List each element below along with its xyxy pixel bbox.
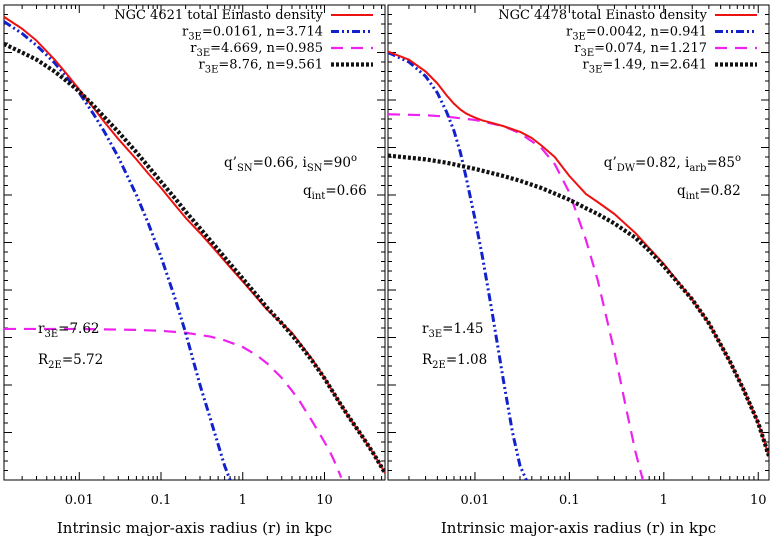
annotation-lower-left-2: R2E=5.72 — [38, 352, 103, 371]
x-tick-label: 0.01 — [65, 493, 94, 508]
annotation-lower-left-2: R2E=1.08 — [422, 352, 487, 371]
x-tick-label: 0.01 — [460, 493, 489, 508]
series-line-0 — [4, 16, 385, 474]
x-tick-label: 0.1 — [559, 493, 580, 508]
legend-entry-1: r3E=0.0042, n=0.941 — [566, 25, 707, 43]
x-axis-label: Intrinsic major-axis radius (r) in kpc — [57, 519, 332, 537]
legend-entry-2: r3E=4.669, n=0.985 — [190, 41, 323, 59]
series-line-2 — [4, 327, 343, 479]
annotation-upper-right: q’DW=0.82, iarb=85o — [604, 153, 741, 174]
x-tick-label: 1 — [660, 493, 668, 508]
series-group — [388, 50, 769, 480]
legend-entry-3: r3E=8.76, n=9.561 — [199, 58, 323, 76]
series-line-1 — [388, 51, 528, 480]
legend-entry-0: NGC 4478 total Einasto density — [498, 8, 707, 23]
series-group — [4, 16, 385, 480]
x-tick-label: 10 — [750, 493, 767, 508]
annotation-upper-right: q’SN=0.66, iSN=90o — [224, 153, 357, 174]
series-line-3 — [388, 153, 769, 457]
plot-frame — [387, 4, 770, 481]
annotation-upper-right-2: qint=0.82 — [677, 183, 741, 202]
x-tick-label: 1 — [239, 493, 247, 508]
x-tick-label: 10 — [316, 493, 333, 508]
left-panel: 0.01 0.1 1 10 Intrinsic major-axis radius (r… — [3, 4, 386, 537]
x-tick-label: 0.1 — [151, 493, 172, 508]
right-panel: 0.01 0.1 1 10 Intrinsic major-axis radius (r… — [387, 4, 770, 537]
legend-entry-0: NGC 4621 total Einasto density — [114, 8, 323, 23]
legend-entry-3: r3E=1.49, n=2.641 — [583, 58, 707, 76]
series-line-3 — [4, 42, 385, 474]
annotation-lower-left: r3E=7.62 — [38, 321, 100, 340]
annotation-upper-right-2: qint=0.66 — [303, 183, 367, 202]
legend-entry-2: r3E=0.074, n=1.217 — [574, 41, 707, 59]
annotation-lower-left: r3E=1.45 — [422, 321, 484, 340]
series-line-2 — [388, 113, 644, 480]
series-line-1 — [4, 20, 232, 480]
legend-entry-1: r3E=0.0161, n=3.714 — [182, 25, 323, 43]
x-axis-label: Intrinsic major-axis radius (r) in kpc — [441, 519, 716, 537]
